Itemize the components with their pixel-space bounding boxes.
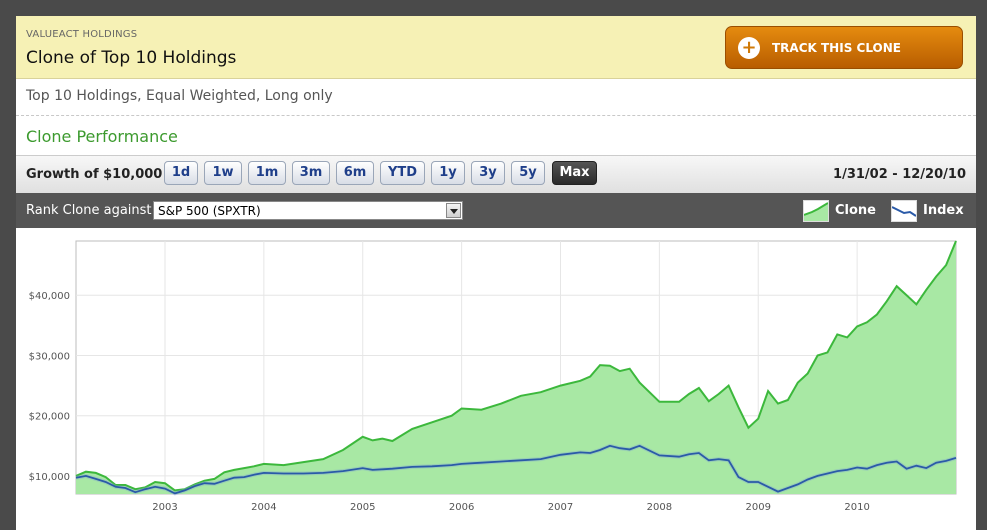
clone-area-legend-icon (803, 200, 829, 222)
section-title: Clone Performance (26, 127, 178, 146)
track-clone-label: TRACK THIS CLONE (772, 41, 901, 55)
x-tick-label: 2004 (251, 502, 276, 513)
range-button-ytd[interactable]: YTD (380, 161, 425, 185)
range-button-3m[interactable]: 3m (292, 161, 330, 185)
clone-line (75, 240, 957, 492)
clone-area (76, 241, 956, 494)
benchmark-select[interactable]: S&P 500 (SPXTR) (153, 201, 463, 220)
index-line-legend-icon (891, 200, 917, 222)
legend-index-label: Index (923, 203, 964, 218)
org-name: VALUEACT HOLDINGS (26, 29, 138, 40)
y-tick-label: $20,000 (29, 412, 70, 423)
header: VALUEACT HOLDINGS Clone of Top 10 Holdin… (16, 16, 976, 79)
rank-label: Rank Clone against (26, 203, 152, 218)
growth-label: Growth of $10,000 (26, 167, 163, 182)
divider (16, 115, 976, 116)
track-clone-button[interactable]: + TRACK THIS CLONE (725, 26, 963, 69)
range-button-1m[interactable]: 1m (248, 161, 286, 185)
range-button-max[interactable]: Max (552, 161, 597, 185)
x-tick-label: 2007 (548, 502, 573, 513)
rank-bar: Rank Clone against S&P 500 (SPXTR) Clone… (16, 193, 976, 228)
plus-icon: + (738, 37, 760, 59)
clone-description: Top 10 Holdings, Equal Weighted, Long on… (26, 88, 333, 104)
y-tick-label: $10,000 (29, 472, 70, 483)
x-tick-label: 2005 (350, 502, 375, 513)
growth-chart-area: $10,000 $20,000 $30,000 $40,000 2003 2004 2005… (16, 228, 976, 530)
range-button-3y[interactable]: 3y (471, 161, 505, 185)
range-button-6m[interactable]: 6m (336, 161, 374, 185)
range-button-1y[interactable]: 1y (431, 161, 465, 185)
x-tick-label: 2008 (647, 502, 672, 513)
range-toolbar: Growth of $10,000 1d 1w 1m 3m 6m YTD 1y 3y 5y Max… (16, 155, 976, 194)
range-button-1w[interactable]: 1w (204, 161, 242, 185)
x-tick-label: 2003 (152, 502, 177, 513)
range-button-5y[interactable]: 5y (511, 161, 545, 185)
page-title: Clone of Top 10 Holdings (26, 48, 237, 68)
index-line (75, 444, 957, 495)
x-tick-label: 2006 (449, 502, 474, 513)
x-tick-label: 2009 (746, 502, 771, 513)
legend-clone-label: Clone (835, 203, 876, 218)
growth-chart: $10,000 $20,000 $30,000 $40,000 2003 2004 2005… (29, 240, 957, 513)
y-tick-label: $40,000 (29, 291, 70, 302)
clone-panel: VALUEACT HOLDINGS Clone of Top 10 Holdin… (16, 16, 976, 530)
x-tick-label: 2010 (844, 502, 869, 513)
date-range: 1/31/02 - 12/20/10 (833, 167, 966, 182)
chevron-down-icon[interactable] (446, 203, 461, 218)
y-tick-label: $30,000 (29, 351, 70, 362)
benchmark-select-value: S&P 500 (SPXTR) (158, 204, 261, 218)
range-button-1d[interactable]: 1d (164, 161, 198, 185)
